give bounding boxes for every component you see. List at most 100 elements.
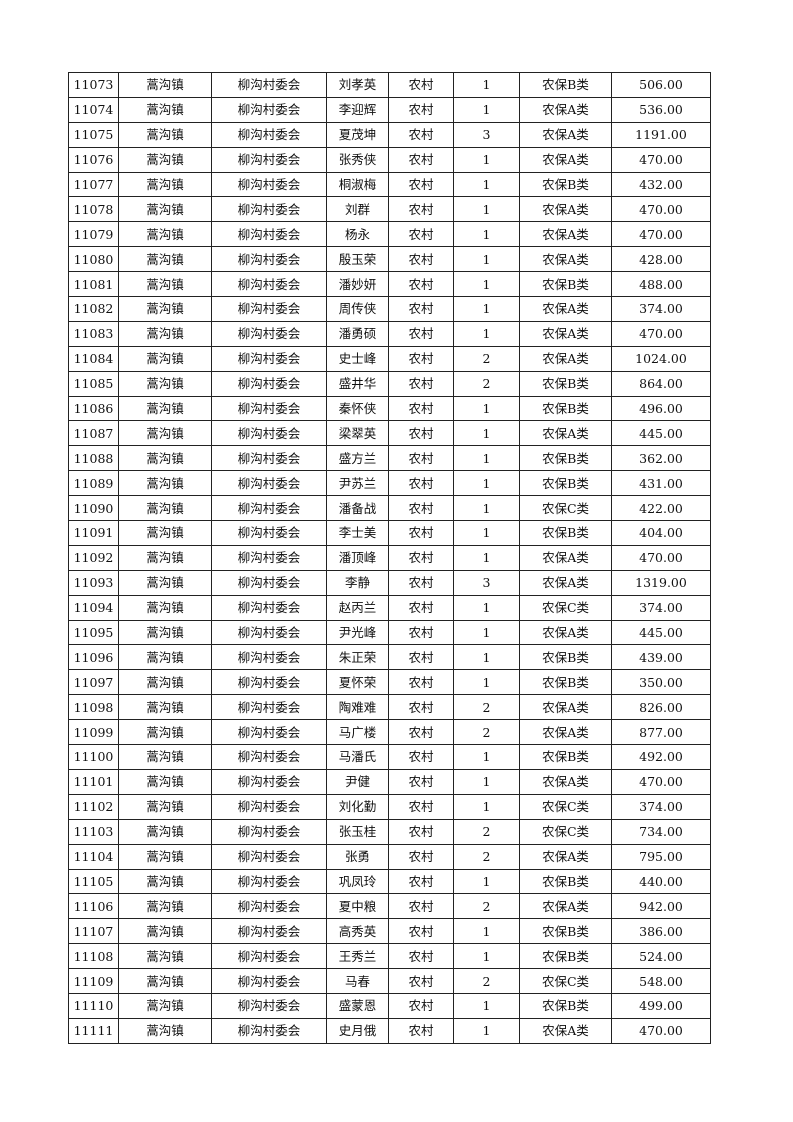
name-cell: 张玉桂 — [326, 818, 389, 845]
table-row: 11110 蒿沟镇 柳沟村委会 盛蒙恩 农村 1 农保B类 499.00 — [68, 992, 711, 1019]
amount-cell: 496.00 — [611, 395, 711, 422]
name-cell: 尹健 — [326, 768, 389, 795]
table-row: 11104 蒿沟镇 柳沟村委会 张勇 农村 2 农保A类 795.00 — [68, 843, 711, 870]
amount-cell: 350.00 — [611, 669, 711, 696]
name-cell: 王秀兰 — [326, 943, 389, 970]
amount-cell: 536.00 — [611, 96, 711, 123]
category-cell: 农保B类 — [519, 868, 612, 895]
village-cell: 柳沟村委会 — [211, 96, 327, 123]
id-cell: 11076 — [68, 146, 119, 173]
village-cell: 柳沟村委会 — [211, 520, 327, 546]
amount-cell: 470.00 — [611, 146, 711, 173]
table-row: 11076 蒿沟镇 柳沟村委会 张秀侠 农村 1 农保A类 470.00 — [68, 146, 711, 173]
table-row: 11082 蒿沟镇 柳沟村委会 周传侠 农村 1 农保A类 374.00 — [68, 296, 711, 322]
category-cell: 农保C类 — [519, 594, 612, 621]
name-cell: 潘妙妍 — [326, 271, 389, 298]
type-cell: 农村 — [388, 1017, 454, 1044]
village-cell: 柳沟村委会 — [211, 495, 327, 522]
type-cell: 农村 — [388, 868, 454, 895]
name-cell: 夏茂坤 — [326, 121, 389, 148]
table-row: 11080 蒿沟镇 柳沟村委会 殷玉荣 农村 1 农保A类 428.00 — [68, 246, 711, 273]
id-cell: 11111 — [68, 1017, 119, 1044]
amount-cell: 734.00 — [611, 818, 711, 845]
type-cell: 农村 — [388, 594, 454, 621]
name-cell: 秦怀侠 — [326, 395, 389, 422]
category-cell: 农保A类 — [519, 196, 612, 223]
village-cell: 柳沟村委会 — [211, 370, 327, 397]
village-cell: 柳沟村委会 — [211, 420, 327, 447]
id-cell: 11107 — [68, 918, 119, 945]
village-cell: 柳沟村委会 — [211, 544, 327, 571]
category-cell: 农保B类 — [519, 644, 612, 671]
amount-cell: 439.00 — [611, 644, 711, 671]
id-cell: 11108 — [68, 943, 119, 970]
type-cell: 农村 — [388, 320, 454, 347]
count-cell: 1 — [453, 96, 520, 123]
town-cell: 蒿沟镇 — [118, 644, 212, 671]
village-cell: 柳沟村委会 — [211, 768, 327, 795]
count-cell: 2 — [453, 370, 520, 397]
id-cell: 11101 — [68, 768, 119, 795]
type-cell: 农村 — [388, 644, 454, 671]
table-row: 11084 蒿沟镇 柳沟村委会 史士峰 农村 2 农保A类 1024.00 — [68, 345, 711, 372]
type-cell: 农村 — [388, 296, 454, 322]
count-cell: 1 — [453, 495, 520, 522]
town-cell: 蒿沟镇 — [118, 619, 212, 646]
category-cell: 农保C类 — [519, 495, 612, 522]
table-row: 11101 蒿沟镇 柳沟村委会 尹健 农村 1 农保A类 470.00 — [68, 768, 711, 795]
amount-cell: 524.00 — [611, 943, 711, 970]
count-cell: 1 — [453, 918, 520, 945]
category-cell: 农保C类 — [519, 968, 612, 994]
type-cell: 农村 — [388, 843, 454, 870]
amount-cell: 470.00 — [611, 320, 711, 347]
type-cell: 农村 — [388, 669, 454, 696]
table-row: 11108 蒿沟镇 柳沟村委会 王秀兰 农村 1 农保B类 524.00 — [68, 943, 711, 970]
name-cell: 马春 — [326, 968, 389, 994]
count-cell: 1 — [453, 246, 520, 273]
amount-cell: 795.00 — [611, 843, 711, 870]
table-row: 11075 蒿沟镇 柳沟村委会 夏茂坤 农村 3 农保A类 1191.00 — [68, 121, 711, 148]
id-cell: 11110 — [68, 992, 119, 1019]
category-cell: 农保A类 — [519, 843, 612, 870]
town-cell: 蒿沟镇 — [118, 196, 212, 223]
village-cell: 柳沟村委会 — [211, 221, 327, 248]
name-cell: 盛蒙恩 — [326, 992, 389, 1019]
id-cell: 11095 — [68, 619, 119, 646]
table-row: 11091 蒿沟镇 柳沟村委会 李士美 农村 1 农保B类 404.00 — [68, 520, 711, 546]
name-cell: 高秀英 — [326, 918, 389, 945]
category-cell: 农保A类 — [519, 146, 612, 173]
town-cell: 蒿沟镇 — [118, 370, 212, 397]
name-cell: 赵丙兰 — [326, 594, 389, 621]
table-row: 11105 蒿沟镇 柳沟村委会 巩凤玲 农村 1 农保B类 440.00 — [68, 868, 711, 895]
count-cell: 1 — [453, 594, 520, 621]
town-cell: 蒿沟镇 — [118, 793, 212, 820]
id-cell: 11105 — [68, 868, 119, 895]
table-row: 11096 蒿沟镇 柳沟村委会 朱正荣 农村 1 农保B类 439.00 — [68, 644, 711, 671]
amount-cell: 470.00 — [611, 544, 711, 571]
town-cell: 蒿沟镇 — [118, 868, 212, 895]
id-cell: 11074 — [68, 96, 119, 123]
count-cell: 1 — [453, 420, 520, 447]
table-row: 11103 蒿沟镇 柳沟村委会 张玉桂 农村 2 农保C类 734.00 — [68, 818, 711, 845]
id-cell: 11080 — [68, 246, 119, 273]
village-cell: 柳沟村委会 — [211, 744, 327, 770]
id-cell: 11100 — [68, 744, 119, 770]
amount-cell: 374.00 — [611, 793, 711, 820]
id-cell: 11102 — [68, 793, 119, 820]
type-cell: 农村 — [388, 196, 454, 223]
count-cell: 2 — [453, 694, 520, 721]
village-cell: 柳沟村委会 — [211, 320, 327, 347]
category-cell: 农保B类 — [519, 395, 612, 422]
category-cell: 农保B类 — [519, 72, 612, 98]
town-cell: 蒿沟镇 — [118, 768, 212, 795]
name-cell: 盛方兰 — [326, 445, 389, 472]
category-cell: 农保B类 — [519, 943, 612, 970]
village-cell: 柳沟村委会 — [211, 843, 327, 870]
town-cell: 蒿沟镇 — [118, 345, 212, 372]
type-cell: 农村 — [388, 520, 454, 546]
amount-cell: 432.00 — [611, 171, 711, 198]
id-cell: 11073 — [68, 72, 119, 98]
amount-cell: 1191.00 — [611, 121, 711, 148]
type-cell: 农村 — [388, 271, 454, 298]
name-cell: 张勇 — [326, 843, 389, 870]
